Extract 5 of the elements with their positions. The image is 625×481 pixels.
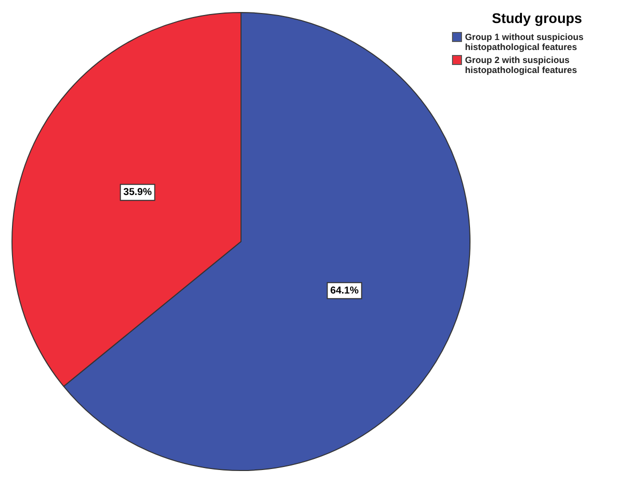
data-label: 64.1%	[330, 285, 359, 296]
legend-title: Study groups	[490, 10, 584, 26]
legend-label: Group 1 without suspicious histopathological features	[465, 32, 585, 52]
legend-label: Group 2 with suspicious histopathological features	[465, 55, 578, 75]
data-label: 35.9%	[123, 187, 152, 198]
